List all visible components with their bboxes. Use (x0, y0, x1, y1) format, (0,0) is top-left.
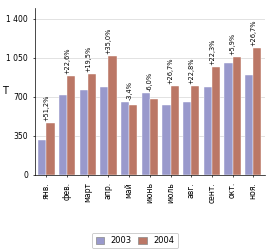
Bar (59, 94, 67, 175)
Bar (212, 67, 220, 175)
Text: +26,7%: +26,7% (167, 57, 174, 84)
Bar (88, 74, 96, 175)
Bar (245, 74, 253, 175)
Text: +22,6%: +22,6% (64, 48, 70, 74)
Text: -3,4%: -3,4% (126, 82, 132, 100)
Bar (183, 102, 191, 175)
Bar (191, 86, 200, 175)
Bar (129, 105, 137, 175)
Bar (67, 76, 75, 175)
Bar (162, 105, 171, 175)
Text: +5,9%: +5,9% (230, 32, 235, 54)
Bar (171, 86, 179, 175)
Text: -6,0%: -6,0% (147, 72, 153, 92)
Bar (253, 48, 262, 175)
Bar (121, 102, 129, 175)
Bar (38, 140, 46, 175)
Y-axis label: Т: Т (2, 86, 8, 96)
Bar (224, 63, 232, 175)
Text: +51,2%: +51,2% (43, 94, 49, 120)
Text: +22,8%: +22,8% (188, 57, 194, 84)
Bar (109, 56, 117, 175)
Legend: 2003, 2004: 2003, 2004 (92, 233, 178, 248)
Bar (232, 57, 241, 175)
Text: +35,0%: +35,0% (106, 27, 112, 54)
Text: +26,7%: +26,7% (250, 19, 256, 46)
Bar (204, 87, 212, 175)
Bar (46, 122, 55, 175)
Bar (150, 98, 158, 175)
Bar (141, 94, 150, 175)
Bar (100, 87, 109, 175)
Text: +22,3%: +22,3% (209, 38, 215, 65)
Bar (80, 90, 88, 175)
Text: +19,5%: +19,5% (85, 46, 91, 72)
